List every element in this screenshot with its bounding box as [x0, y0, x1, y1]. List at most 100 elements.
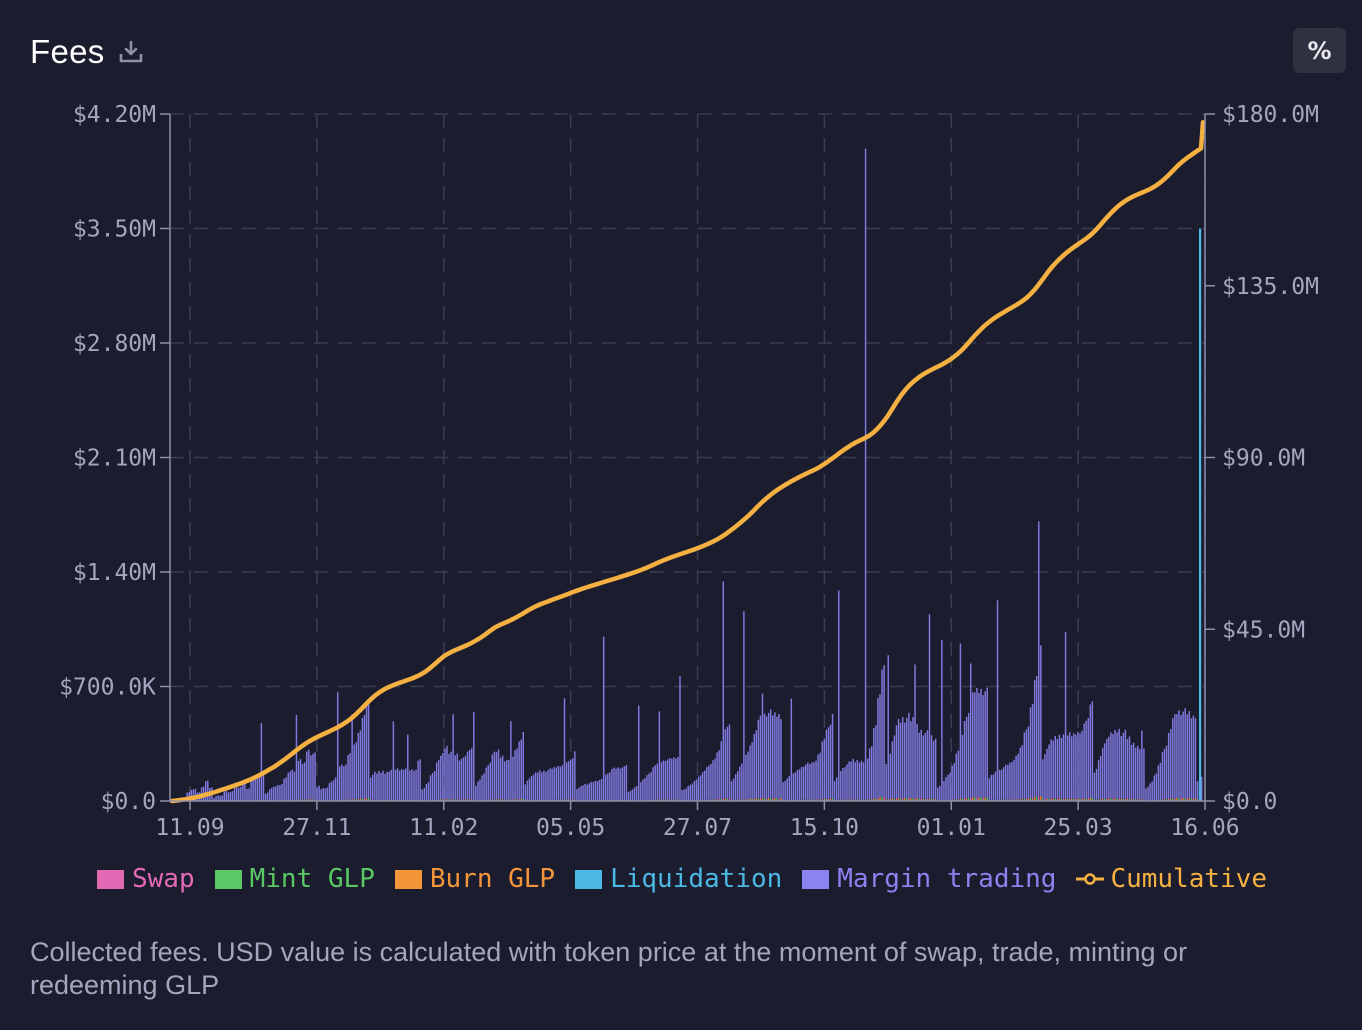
bar-margin-trading: [819, 752, 821, 800]
legend-item-mint-glp[interactable]: Mint GLP: [214, 864, 375, 894]
bar-margin-trading: [576, 789, 578, 801]
bar-margin-trading: [545, 771, 547, 800]
bar-margin-trading: [648, 773, 650, 801]
bar-margin-trading: [281, 783, 283, 801]
bar-margin-trading: [1081, 730, 1083, 799]
bar-other: [1097, 799, 1100, 801]
legend-item-margin-trading[interactable]: Margin trading: [802, 864, 1056, 894]
bar-margin-trading: [656, 763, 659, 800]
bar-margin-trading: [1005, 764, 1007, 800]
bar-margin-trading: [1097, 760, 1100, 800]
bar-margin-trading: [227, 792, 230, 801]
bar-margin-trading: [503, 761, 506, 800]
bar-margin-trading: [355, 742, 357, 800]
bar-margin-trading: [972, 692, 974, 798]
bar-other: [716, 799, 718, 801]
bar-liquidation: [1199, 228, 1202, 801]
bar-margin-trading: [266, 792, 269, 801]
bar-margin-trading: [279, 785, 281, 801]
bar-margin-trading: [242, 780, 244, 801]
bar-margin-trading: [660, 762, 663, 800]
percent-toggle-button[interactable]: %: [1293, 28, 1346, 73]
bar-margin-trading: [961, 734, 964, 799]
bar-margin-trading: [883, 665, 885, 797]
bar-other: [1085, 798, 1087, 801]
bar-margin-trading: [557, 766, 560, 800]
bar-margin-trading: [460, 758, 463, 800]
bar-margin-trading: [1073, 733, 1075, 799]
bar-margin-trading: [530, 775, 533, 800]
legend-item-cumulative[interactable]: Cumulative: [1076, 864, 1267, 894]
bar-other: [1163, 799, 1166, 801]
bar-margin-trading: [668, 757, 671, 800]
bar-other: [757, 798, 760, 801]
bar-margin-trading: [627, 791, 630, 801]
bar-margin-trading: [235, 785, 238, 801]
bar-margin-trading: [369, 777, 372, 800]
bar-margin-trading: [916, 724, 918, 799]
bar-margin-trading: [798, 769, 801, 800]
bar-margin-trading: [930, 735, 933, 799]
bar-margin-trading: [953, 763, 955, 800]
bar-margin-trading: [701, 772, 704, 800]
bar-other: [1025, 798, 1028, 801]
download-icon[interactable]: [117, 38, 145, 66]
bar-other: [1182, 798, 1184, 801]
bar-other: [1021, 799, 1024, 801]
bar-margin-trading: [497, 749, 500, 800]
bar-margin-trading: [423, 787, 426, 801]
bar-other: [722, 799, 725, 801]
bar-margin-trading: [708, 765, 710, 800]
grid: [170, 113, 1206, 801]
bar-other: [1172, 798, 1174, 801]
left-tick-label: $2.80M: [73, 331, 156, 357]
bar-margin-trading: [444, 748, 446, 800]
bar-other: [454, 799, 456, 801]
bar-margin-trading: [244, 779, 246, 801]
bar-other: [934, 799, 937, 801]
bar-margin-trading: [343, 766, 345, 800]
bar-other: [1178, 798, 1180, 801]
bar-margin-trading: [1122, 732, 1125, 799]
bar-other: [922, 798, 925, 801]
legend-item-liquidation[interactable]: Liquidation: [575, 864, 782, 894]
bar-other: [965, 798, 968, 801]
bar-margin-trading: [314, 752, 316, 800]
bar-margin-trading: [615, 768, 617, 800]
legend-item-burn-glp[interactable]: Burn GLP: [394, 864, 555, 894]
bar-other: [1106, 798, 1108, 801]
bar-margin-trading: [186, 792, 188, 801]
bar-margin-trading: [489, 762, 492, 800]
bar-other: [1089, 798, 1092, 801]
bar-margin-trading: [1157, 765, 1160, 800]
bar-margin-trading: [215, 796, 217, 801]
bar-margin-trading: [1023, 732, 1026, 799]
legend-label-swap: Swap: [132, 864, 195, 894]
bar-margin-trading: [402, 769, 405, 800]
bar-margin-trading: [345, 764, 347, 800]
bar-margin-trading: [726, 726, 729, 799]
bar-margin-trading: [415, 769, 417, 800]
bar-margin-trading: [1182, 711, 1184, 799]
bar-margin-trading: [450, 751, 452, 800]
bar-margin-trading: [223, 791, 226, 801]
bar-other: [877, 797, 879, 801]
bar-other: [868, 799, 871, 801]
bar-other: [873, 798, 875, 801]
bar-margin-trading: [914, 664, 916, 799]
bar-other: [908, 797, 910, 801]
bar-margin-trading: [1095, 769, 1098, 800]
bar-margin-trading: [984, 691, 986, 798]
bar-margin-trading: [887, 655, 889, 800]
legend-item-swap[interactable]: Swap: [97, 864, 195, 894]
bar-margin-trading: [1174, 714, 1176, 799]
bar-margin-trading: [994, 771, 997, 800]
bar-other: [961, 798, 964, 801]
right-tick-label: $90.0M: [1222, 446, 1305, 472]
bar-margin-trading: [635, 785, 638, 801]
bar-margin-trading: [384, 773, 386, 800]
bar-margin-trading: [270, 787, 273, 801]
bar-margin-trading: [751, 742, 753, 799]
bar-other: [776, 798, 778, 801]
bar-margin-trading: [382, 770, 384, 800]
